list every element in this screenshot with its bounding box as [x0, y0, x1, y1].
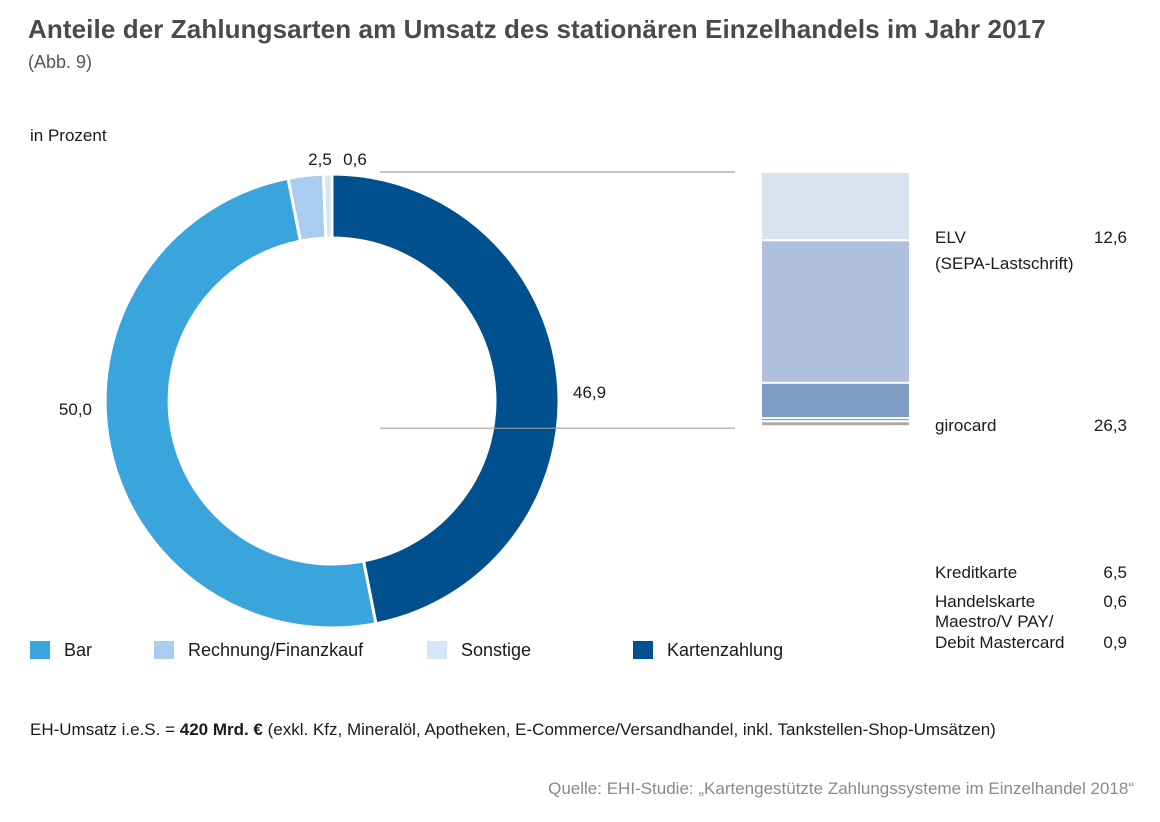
- bar-label-line2-maestro-v-pay: Debit Mastercard: [935, 633, 1064, 652]
- legend-item-bar: Bar: [30, 640, 92, 661]
- legend-label-kartenzahlung: Kartenzahlung: [667, 639, 784, 660]
- bar-label-elv: ELV: [935, 228, 967, 247]
- donut-slice-sonstige: [321, 172, 334, 240]
- legend-swatch-rechnung-finanzkauf: [154, 641, 174, 659]
- legend-label-sonstige: Sonstige: [461, 639, 532, 660]
- bar-segment-kreditkarte: [760, 381, 911, 420]
- chart-title: Anteile der Zahlungsarten am Umsatz des …: [28, 14, 1046, 44]
- bar-value-handelskarte: 0,6: [1103, 592, 1127, 611]
- bar-value-maestro-v-pay: 0,9: [1103, 633, 1127, 652]
- bar-segment-elv: [760, 171, 911, 242]
- legend-swatch-kartenzahlung: [633, 641, 653, 659]
- donut-slice-bar: [103, 176, 378, 630]
- donut-label-sonstige: 0,6: [343, 150, 367, 169]
- bar-label-maestro-v-pay: Maestro/V PAY/: [935, 612, 1054, 631]
- bar-label-handelskarte: Handelskarte: [935, 592, 1035, 611]
- footnote-bold: 420 Mrd. €: [179, 720, 263, 739]
- legend-item-sonstige: Sonstige: [427, 640, 531, 661]
- bar-value-kreditkarte: 6,5: [1103, 563, 1127, 582]
- donut-slice-kartenzahlung: [330, 172, 561, 626]
- bar-value-elv: 12,6: [1094, 228, 1127, 247]
- legend-item-rechnung-finanzkauf: Rechnung/Finanzkauf: [154, 640, 363, 661]
- legend-item-kartenzahlung: Kartenzahlung: [633, 640, 783, 661]
- bar-label-line2-elv: (SEPA-Lastschrift): [935, 254, 1074, 273]
- legend-label-rechnung-finanzkauf: Rechnung/Finanzkauf: [188, 639, 364, 660]
- legend-swatch-bar: [30, 641, 50, 659]
- bar-segment-girocard: [760, 239, 911, 384]
- bar-label-kreditkarte: Kreditkarte: [935, 563, 1017, 582]
- footnote-prefix: EH-Umsatz i.e.S. =: [30, 720, 180, 739]
- donut-label-rechnung-finanzkauf: 2,5: [308, 150, 332, 169]
- source-note: Quelle: EHI-Studie: „Kartengestützte Zah…: [548, 779, 1134, 798]
- legend-label-bar: Bar: [64, 639, 93, 660]
- legend-swatch-sonstige: [427, 641, 447, 659]
- footnote: EH-Umsatz i.e.S. = 420 Mrd. € (exkl. Kfz…: [30, 720, 996, 740]
- bar-segment-maestro-v-pay: [760, 420, 911, 428]
- unit-label: in Prozent: [30, 126, 107, 145]
- donut-label-bar: 50,0: [59, 400, 92, 419]
- bar-label-girocard: girocard: [935, 416, 996, 435]
- bar-value-girocard: 26,3: [1094, 416, 1127, 435]
- footnote-suffix: (exkl. Kfz, Mineralöl, Apotheken, E-Comm…: [262, 720, 996, 739]
- chart-subtitle: (Abb. 9): [28, 52, 93, 72]
- donut-label-kartenzahlung: 46,9: [573, 383, 606, 402]
